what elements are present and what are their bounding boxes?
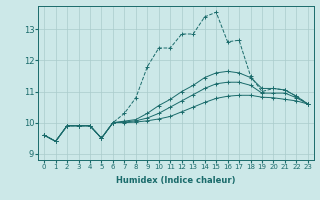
X-axis label: Humidex (Indice chaleur): Humidex (Indice chaleur) [116, 176, 236, 185]
